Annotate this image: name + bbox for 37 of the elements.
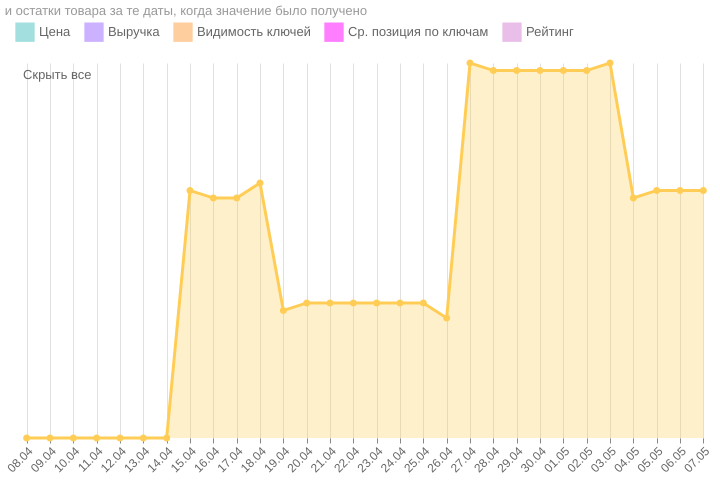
point <box>653 186 660 194</box>
point <box>140 434 147 442</box>
point <box>46 434 54 442</box>
point <box>606 59 614 67</box>
point <box>116 434 124 442</box>
point <box>326 299 334 307</box>
point <box>350 299 357 307</box>
point <box>490 66 497 74</box>
point <box>443 314 450 322</box>
legend-label: Видимость ключей <box>197 24 311 40</box>
point <box>466 59 474 67</box>
point <box>700 186 707 194</box>
chart-title: и остатки товара за те даты, когда значение было получено <box>4 3 368 18</box>
point <box>70 434 77 442</box>
point <box>676 186 684 194</box>
point <box>420 299 427 307</box>
legend-label: Ср. позиция по ключам <box>348 24 488 40</box>
point <box>536 66 544 74</box>
point <box>303 299 310 307</box>
legend-label: Цена <box>39 24 72 40</box>
point <box>583 66 590 74</box>
point <box>186 186 194 194</box>
point <box>513 66 520 74</box>
legend-label: Рейтинг <box>526 24 574 40</box>
point <box>163 434 170 442</box>
point <box>23 434 30 442</box>
point <box>396 299 404 307</box>
point <box>630 194 637 202</box>
point <box>373 299 380 307</box>
point <box>233 194 240 202</box>
legend-label: Выручка <box>108 24 160 40</box>
point <box>93 434 100 442</box>
point <box>280 306 287 314</box>
point <box>256 179 264 187</box>
annotation: Скрыть все <box>23 67 92 82</box>
point <box>560 66 567 74</box>
point <box>210 194 217 202</box>
